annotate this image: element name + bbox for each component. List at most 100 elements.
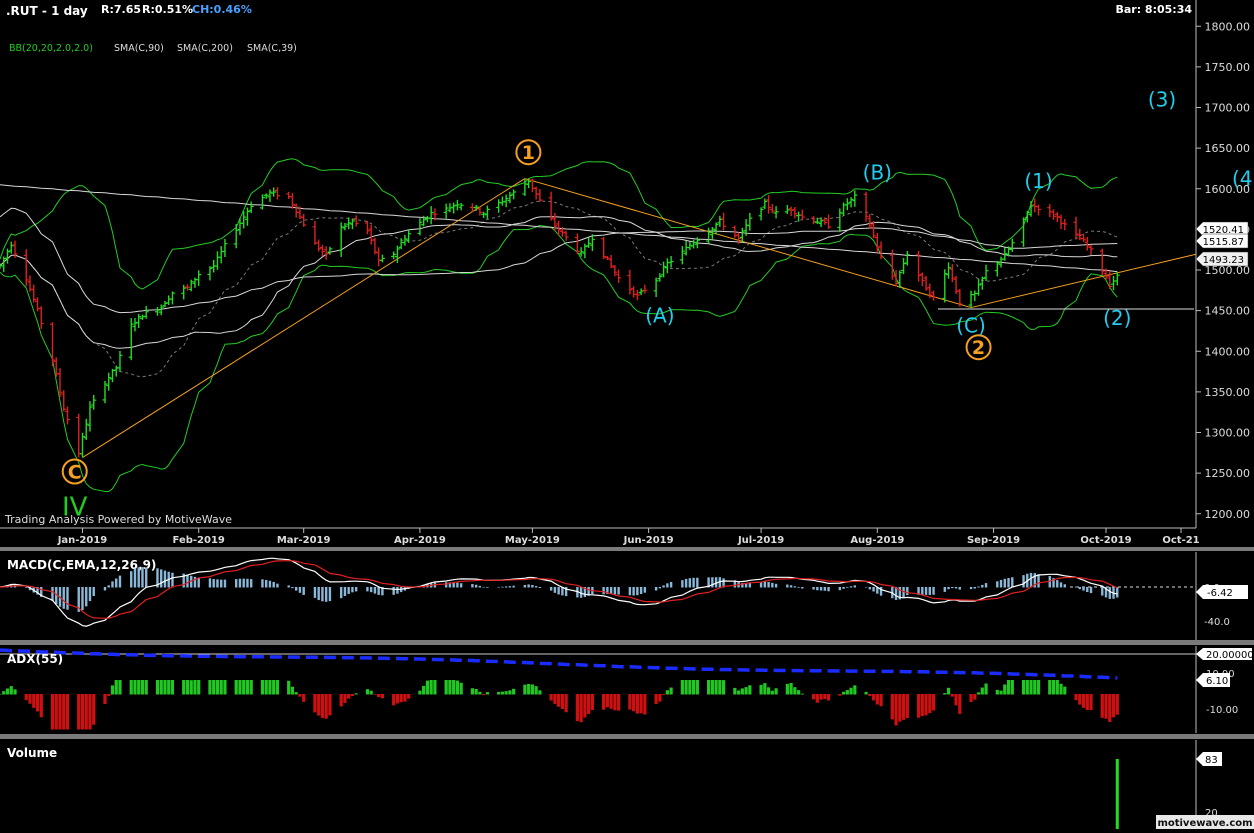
adx-hist-bar xyxy=(290,686,295,695)
adx-hist-bar xyxy=(1006,680,1011,695)
wave-label-intermediate: (4 xyxy=(1232,166,1253,190)
macd-hist-bar xyxy=(1052,578,1055,588)
adx-hist-bar xyxy=(249,680,253,695)
macd-hist-bar xyxy=(666,583,669,588)
adx-hist-bar xyxy=(1108,694,1112,722)
adx-hist-bar xyxy=(418,690,422,695)
macd-hist-bar xyxy=(287,585,290,588)
macd-hist-bar xyxy=(759,582,763,588)
adx-hist-bar xyxy=(223,680,227,695)
macd-hist-bar xyxy=(369,587,373,593)
adx-hist-bar xyxy=(399,694,403,703)
adx-hist-bar xyxy=(864,691,868,695)
macd-hist-bar xyxy=(928,587,932,595)
adx-hist-bar xyxy=(976,692,981,695)
macd-hist-bar xyxy=(1078,587,1081,590)
watermark: Trading Analysis Powered by MotiveWave xyxy=(4,513,232,526)
adx-hist-bar xyxy=(973,694,977,700)
adx-hist-bar xyxy=(294,692,298,695)
price-tick-label: 1700.00 xyxy=(1205,102,1251,115)
adx-hist-bar xyxy=(133,680,137,695)
adx-value-tag xyxy=(1196,673,1230,687)
macd-hist-bar xyxy=(853,585,857,588)
macd-hist-bar xyxy=(951,587,954,589)
adx-hist-bar xyxy=(632,694,636,712)
adx-hist-bar xyxy=(504,691,508,695)
adx-hist-bar xyxy=(234,680,238,695)
macd-hist-bar xyxy=(681,580,684,588)
macd-hist-bar xyxy=(486,587,489,588)
adx-hist-bar xyxy=(245,680,250,695)
macd-hist-bar xyxy=(981,584,984,588)
adx-hist-bar xyxy=(369,690,373,695)
adx-hist-bar xyxy=(590,694,594,711)
macd-hist-bar xyxy=(696,577,699,588)
adx-hist-bar xyxy=(189,680,193,695)
adx-hist-bar xyxy=(587,694,591,714)
adx-hist-bar xyxy=(452,680,456,695)
macd-hist-bar xyxy=(846,587,849,588)
adx-hist-bar xyxy=(950,694,954,697)
macd-hist-bar xyxy=(197,577,200,588)
macd-hist-bar xyxy=(1104,587,1108,598)
adx-hist-bar xyxy=(62,694,66,730)
macd-hist-bar xyxy=(999,579,1003,588)
macd-hist-bar xyxy=(917,587,920,595)
adx-hist-bar xyxy=(905,694,909,718)
macd-hist-bar xyxy=(377,587,380,595)
macd-tick-label: -40.0 xyxy=(1204,617,1230,628)
adx-hist-bar xyxy=(669,687,673,695)
adx-hist-bar xyxy=(497,691,501,695)
adx-hist-bar xyxy=(916,694,921,718)
macd-hist-bar xyxy=(1022,575,1025,588)
adx-hist-bar xyxy=(609,694,613,709)
adx-hist-bar xyxy=(853,685,857,695)
adx-hist-bar xyxy=(714,680,718,695)
macd-hist-bar xyxy=(343,587,347,596)
price-tick-label: 1450.00 xyxy=(1205,305,1251,318)
macd-hist-bar xyxy=(77,587,80,612)
wave-channel-line xyxy=(970,253,1197,309)
adx-hist-bar xyxy=(328,694,332,716)
macd-hist-bar xyxy=(115,578,118,588)
adx-hist-bar xyxy=(350,694,355,697)
wave-label-intermediate: (B) xyxy=(863,161,892,185)
macd-hist-bar xyxy=(55,587,58,605)
adx-hist-bar xyxy=(898,694,902,722)
adx-level-tag xyxy=(1196,648,1252,660)
macd-hist-bar xyxy=(819,587,823,591)
volume-axis: 83 20 xyxy=(1196,752,1222,819)
macd-hist-bar xyxy=(557,587,560,595)
macd-hist-bar xyxy=(145,567,148,588)
candles xyxy=(0,178,1120,458)
macd-hist-bar xyxy=(707,577,710,588)
macd-hist-bar xyxy=(943,587,947,592)
macd-hist-bar xyxy=(733,580,737,588)
adx-hist-bar xyxy=(478,691,482,695)
motivewave-logo-text: motivewave.com xyxy=(1157,818,1252,829)
price-tag-label: 1515.87 xyxy=(1203,237,1244,248)
macd-hist-bar xyxy=(924,587,928,595)
panel-divider xyxy=(0,734,1254,739)
date-tick-label: Sep-2019 xyxy=(967,535,1020,546)
macd-hist-bar xyxy=(272,581,275,588)
adx-hist-bar xyxy=(144,680,148,695)
adx-hist-bar xyxy=(740,688,744,695)
adx-hist-bar xyxy=(28,694,32,704)
adx-hist-bar xyxy=(215,680,220,695)
price-tick-label: 1800.00 xyxy=(1205,20,1251,33)
macd-hist-bar xyxy=(459,583,463,588)
macd-hist-bar xyxy=(617,587,620,595)
adx-hist-bar xyxy=(107,694,111,696)
macd-hist-bar xyxy=(351,587,354,593)
adx-hist-bar xyxy=(841,691,846,695)
macd-axis: 0.0-40.0-6.42 xyxy=(1196,583,1248,628)
volume-tick-label: 20 xyxy=(1205,808,1218,819)
adx-hist-bar xyxy=(159,680,163,695)
volume-bar xyxy=(1115,759,1119,829)
adx-panel: ADX(55) 20.0000010.006.10-10.00 xyxy=(0,646,1254,733)
macd-hist-bar xyxy=(85,587,88,607)
macd-hist-bar xyxy=(171,572,174,588)
adx-hist-bar xyxy=(129,680,133,695)
